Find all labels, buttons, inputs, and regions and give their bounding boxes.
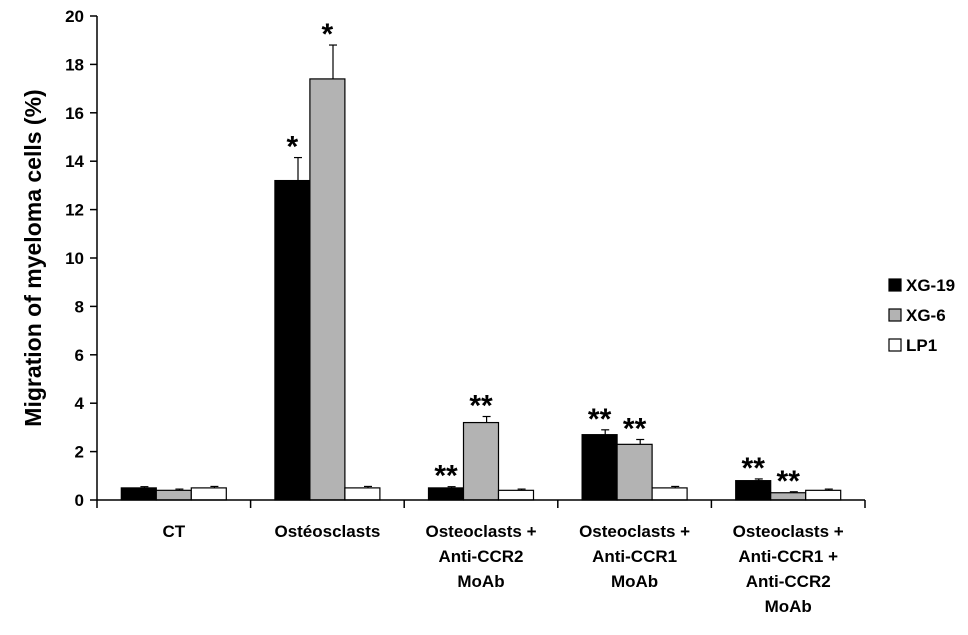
significance-layer: ****** ** **** ** — [287, 18, 801, 498]
y-tick-label: 6 — [75, 346, 84, 365]
y-tick-label: 10 — [65, 249, 84, 268]
significance-marker: ** — [588, 403, 612, 436]
legend-label-xg-6: XG-6 — [906, 306, 946, 325]
significance-marker: ** — [777, 465, 801, 498]
axes-layer: 0 2 4 6 8 10 12 14 16 18 20 CT Ostéosclasts Osteoclas… — [65, 7, 866, 616]
legend-label-xg-19: XG-19 — [906, 276, 955, 295]
bar-xg-19-1 — [274, 179, 311, 501]
significance-marker: * — [322, 18, 334, 51]
legend-swatch-xg-6 — [888, 308, 902, 322]
y-tick-label: 14 — [65, 152, 84, 171]
x-tick-label: Osteoclasts + Anti-CCR2 MoAb — [425, 522, 536, 591]
bar-lp1-1 — [344, 487, 381, 501]
significance-marker: ** — [623, 413, 647, 446]
bar-lp1-0 — [190, 487, 227, 501]
bar-xg-6-1 — [309, 78, 346, 501]
y-tick-label: 18 — [65, 55, 84, 74]
legend-swatch-xg-19 — [888, 278, 902, 292]
significance-marker: ** — [469, 390, 493, 423]
bar-lp1-2 — [497, 489, 535, 501]
bar-lp1-4 — [805, 489, 842, 501]
bar-lp1-3 — [651, 487, 688, 501]
bars-layer — [120, 78, 842, 501]
bar-xg-19-0 — [120, 487, 157, 501]
significance-marker: ** — [742, 452, 766, 485]
y-axis-label: Migration of myeloma cells (%) — [20, 89, 46, 426]
significance-marker: ** — [434, 460, 458, 493]
legend-swatch-lp1 — [888, 338, 902, 352]
y-tick-label: 2 — [75, 443, 84, 462]
x-tick-label: Ostéosclasts — [274, 522, 380, 541]
y-tick-label: 12 — [65, 201, 84, 220]
x-tick-label: Osteoclasts + Anti-CCR1 MoAb — [579, 522, 690, 591]
bar-xg-6-2 — [462, 421, 500, 501]
x-tick-label: CT — [162, 522, 185, 541]
y-tick-label: 4 — [75, 394, 85, 413]
y-tick-label: 16 — [65, 104, 84, 123]
x-tick-label: Osteoclasts + Anti-CCR1 + Anti-CCR2 MoAb — [733, 522, 844, 616]
bar-xg-19-3 — [581, 434, 618, 501]
bar-xg-6-0 — [155, 489, 192, 501]
y-tick-label: 20 — [65, 7, 84, 26]
bar-xg-6-3 — [616, 443, 653, 501]
y-tick-label: 8 — [75, 297, 84, 316]
legend: XG-19 XG-6 LP1 — [888, 276, 955, 355]
legend-label-lp1: LP1 — [906, 336, 937, 355]
significance-marker: * — [287, 131, 299, 164]
y-tick-label: 0 — [75, 491, 84, 510]
error-bars-layer — [140, 44, 833, 493]
